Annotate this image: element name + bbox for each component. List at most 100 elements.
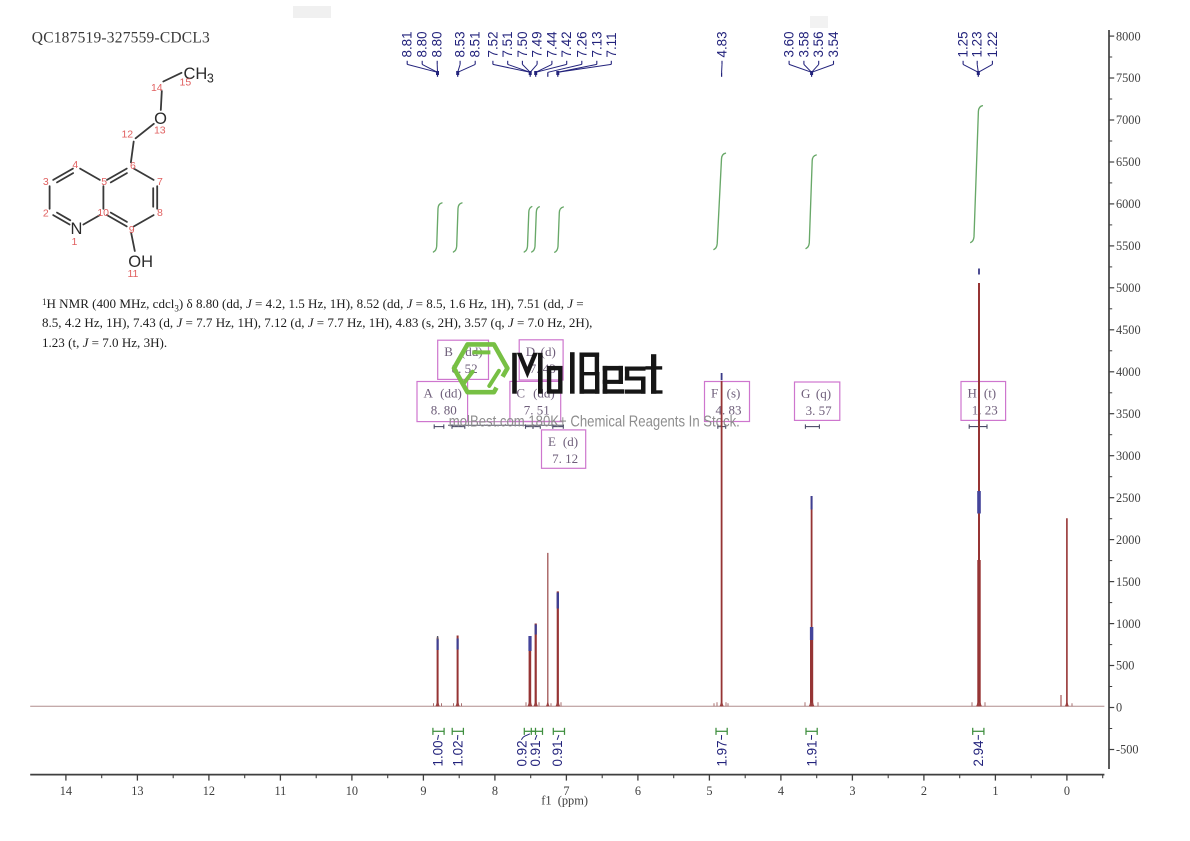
svg-text:12: 12 (121, 129, 133, 141)
svg-text:2500: 2500 (1116, 491, 1141, 505)
svg-text:3000: 3000 (1116, 449, 1141, 463)
svg-text:8.81: 8.81 (400, 31, 415, 57)
svg-text:A: A (424, 386, 434, 401)
svg-text:3500: 3500 (1116, 407, 1141, 421)
svg-text:3.54: 3.54 (826, 31, 841, 58)
svg-text:2: 2 (43, 207, 49, 219)
svg-text:1000: 1000 (1116, 617, 1141, 631)
svg-text:molBest.com 180K+ Chemical Rea: molBest.com 180K+ Chemical Reagents In S… (449, 413, 740, 430)
svg-text:11: 11 (274, 784, 286, 798)
svg-text:6: 6 (635, 784, 641, 798)
svg-text:12: 12 (203, 784, 215, 798)
svg-text:4000: 4000 (1116, 365, 1141, 379)
svg-text:3.58: 3.58 (796, 31, 811, 57)
svg-text:8000: 8000 (1116, 29, 1141, 43)
svg-text:7.50: 7.50 (515, 31, 530, 57)
svg-text:1.02: 1.02 (450, 740, 465, 766)
svg-text:E: E (548, 434, 556, 449)
svg-text:OH: OH (128, 253, 153, 271)
svg-text:7.49: 7.49 (530, 31, 545, 57)
svg-text:7.51: 7.51 (500, 31, 515, 57)
svg-text:1.91: 1.91 (804, 740, 819, 766)
svg-text:8.80: 8.80 (415, 31, 430, 57)
svg-text:7. 51: 7. 51 (524, 402, 550, 417)
svg-text:4.83: 4.83 (715, 31, 730, 57)
svg-text:5: 5 (101, 176, 107, 188)
svg-text:1.00: 1.00 (430, 740, 445, 766)
svg-text:15: 15 (180, 77, 192, 89)
svg-text:7000: 7000 (1116, 113, 1141, 127)
svg-text:1.22: 1.22 (985, 31, 1000, 57)
svg-text:3.60: 3.60 (782, 31, 797, 57)
svg-text:C: C (516, 385, 525, 400)
svg-text:0.91: 0.91 (528, 740, 543, 766)
svg-text:1. 23: 1. 23 (972, 403, 998, 418)
svg-text:5: 5 (706, 784, 712, 798)
svg-text:(d): (d) (541, 344, 556, 359)
svg-text:6: 6 (130, 160, 136, 172)
svg-text:1: 1 (71, 236, 77, 248)
svg-text:5500: 5500 (1116, 239, 1141, 253)
svg-text:500: 500 (1116, 659, 1134, 673)
svg-text:G: G (801, 386, 810, 401)
svg-text:1.23: 1.23 (970, 31, 985, 57)
svg-text:3.56: 3.56 (811, 31, 826, 57)
svg-text:10: 10 (346, 784, 358, 798)
svg-text:H: H (968, 386, 977, 401)
svg-text:7. 12: 7. 12 (552, 451, 578, 466)
svg-text:1.25: 1.25 (956, 31, 971, 57)
svg-text:N: N (71, 220, 83, 238)
svg-text:9: 9 (420, 784, 426, 798)
svg-text:7.44: 7.44 (544, 31, 559, 58)
svg-text:13: 13 (154, 125, 166, 137)
svg-text:7.42: 7.42 (559, 31, 574, 57)
svg-text:7.26: 7.26 (574, 31, 589, 57)
svg-text:14: 14 (151, 82, 163, 94)
svg-text:5000: 5000 (1116, 281, 1141, 295)
svg-text:6000: 6000 (1116, 197, 1141, 211)
svg-text:0: 0 (1064, 784, 1070, 798)
svg-text:3: 3 (207, 72, 214, 86)
svg-text:(t): (t) (984, 386, 996, 401)
svg-text:7.52: 7.52 (485, 31, 500, 57)
svg-text:11: 11 (127, 268, 138, 280)
svg-text:13: 13 (131, 784, 143, 798)
svg-text:8.80: 8.80 (430, 31, 445, 57)
svg-text:8.53: 8.53 (453, 31, 468, 57)
svg-text:O: O (154, 110, 167, 128)
svg-text:D: D (526, 344, 535, 359)
svg-text:7.11: 7.11 (604, 32, 619, 57)
svg-text:1500: 1500 (1116, 575, 1141, 589)
svg-text:0: 0 (1116, 701, 1122, 715)
svg-text:8.51: 8.51 (468, 31, 483, 57)
svg-text:7500: 7500 (1116, 71, 1141, 85)
svg-text:1: 1 (992, 784, 998, 798)
svg-text:8. 80: 8. 80 (431, 403, 457, 418)
svg-text:(d): (d) (563, 434, 578, 449)
svg-text:2.94: 2.94 (971, 740, 986, 767)
svg-text:0.92: 0.92 (514, 740, 529, 766)
svg-text:(s): (s) (727, 386, 741, 401)
svg-text:3: 3 (849, 784, 855, 798)
svg-text:(q): (q) (816, 386, 831, 401)
svg-text:3. 57: 3. 57 (806, 403, 833, 418)
svg-text:14: 14 (60, 784, 72, 798)
svg-text:4: 4 (778, 784, 784, 798)
svg-text:CH: CH (184, 65, 208, 83)
svg-text:(dd): (dd) (440, 386, 462, 401)
svg-text:2: 2 (921, 784, 927, 798)
svg-text:F: F (711, 386, 718, 401)
svg-text:7: 7 (563, 784, 569, 798)
svg-text:0.91: 0.91 (550, 740, 565, 766)
svg-text:1.97: 1.97 (714, 740, 729, 766)
svg-text:2000: 2000 (1116, 533, 1141, 547)
svg-text:6500: 6500 (1116, 155, 1141, 169)
svg-text:f1 (ppm): f1 (ppm) (541, 794, 588, 808)
svg-text:QC187519-327559-CDCL3: QC187519-327559-CDCL3 (32, 30, 210, 47)
svg-text:10: 10 (97, 207, 109, 219)
svg-text:7.13: 7.13 (589, 31, 604, 57)
svg-text:9: 9 (129, 224, 135, 236)
svg-text:7: 7 (157, 176, 163, 188)
svg-text:-500: -500 (1116, 743, 1139, 757)
svg-text:8: 8 (157, 207, 163, 219)
